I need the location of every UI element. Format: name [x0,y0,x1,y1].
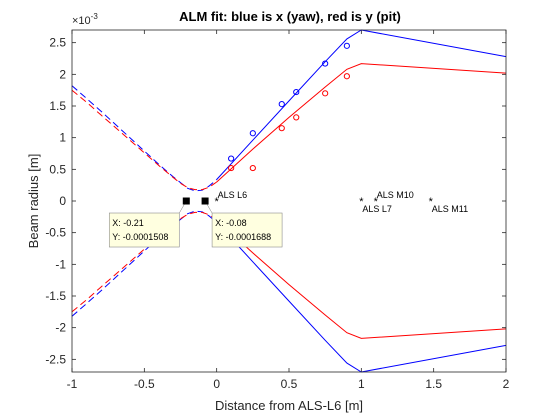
y-exponent-power: -3 [91,12,99,21]
optic-element-label: ALS M11 [432,204,468,214]
optic-element-label: ALS L6 [218,190,248,200]
y-tick-label: 1 [59,131,66,145]
y-exponent-base: ×10 [72,15,91,27]
x-tick-label: -0.5 [134,377,155,391]
datatips-layer: X: -0.21 Y: -0.0001508 X: -0.08 Y: -0.00016… [108,197,283,248]
x-tick-label: 2 [503,377,510,391]
measured-point-blue-x-yaw [343,42,350,49]
elements-layer: *ALS L6*ALS L7*ALS M10*ALS M11 [215,190,469,214]
y-tick-label: -1 [55,257,66,271]
y-tick-label: 1.5 [49,99,66,113]
y-tick-label: 0 [59,194,66,208]
measured-point-red-y-pitch [249,164,256,172]
measured-point-red-y-pitch [343,73,350,80]
measured-point-blue-x-yaw [278,101,285,108]
datatip-box [211,212,283,248]
measured-point-blue-x-yaw [249,130,256,137]
optic-element-marker: * [429,196,434,208]
x-axis-label: Distance from ALS-L6 [m] [215,398,363,413]
datatip-box [108,212,180,248]
x-tick-label: 1.5 [425,377,442,391]
fit-line-red-y-pitch-dashed-upper [71,89,217,191]
fit-line-blue-x-yaw-dashed-upper [71,85,218,192]
measured-point-blue-x-yaw [228,155,235,162]
optic-element-marker: * [359,196,364,208]
x-tick-label: 0.5 [281,377,298,391]
x-tick-label: 1 [358,377,365,391]
axes-background [72,30,506,372]
measured-point-red-y-pitch [228,164,235,172]
y-tick-label: -2.5 [45,352,66,366]
waist-marker [182,197,190,205]
datatip-x-text: X: -0.08 [215,218,247,228]
y-tick-label: 0.5 [49,162,66,176]
y-tick-label: 2.5 [49,36,66,50]
measured-point-red-y-pitch [278,125,285,132]
optic-element-marker: * [215,196,220,208]
chart-title: ALM fit: blue is x (yaw), red is y (pit) [179,9,401,24]
axes-box [71,29,507,373]
y-tick-label: -0.5 [45,226,66,240]
measured-point-red-y-pitch [322,90,329,97]
x-tick-label: -1 [67,377,78,391]
y-axis-label: Beam radius [m] [26,154,41,249]
optic-element-label: ALS M10 [377,190,414,200]
y-exponent-label: ×10-3 [72,12,98,27]
y-tick-label: -1.5 [45,289,66,303]
fit-line-red-y-pitch-solid-upper [216,63,507,183]
y-tick-label: -2 [55,321,66,335]
datatip-y-text: Y: -0.0001508 [112,232,168,242]
datatip-x-text: X: -0.21 [112,218,144,228]
measured-point-red-y-pitch [293,114,300,121]
measured-point-blue-x-yaw [322,60,329,67]
x-tick-label: 0 [213,377,220,391]
waist-marker [201,197,209,205]
fit-line-red-y-pitch-solid-lower [216,219,507,339]
datatip-y-text: Y: -0.0001688 [215,232,271,242]
markers-layer [228,42,350,172]
axis-ticks: -1 -0.5 0 0.5 1 1.5 2 -2.5 -2 -1.5 -1 -0.5 0 0.5 1 1.5 2… [45,30,510,391]
optic-element-marker: * [374,196,379,208]
optic-element-label: ALS L7 [362,204,392,214]
y-tick-label: 2 [59,67,66,81]
plot-area [72,30,506,372]
measured-point-blue-x-yaw [293,88,300,96]
